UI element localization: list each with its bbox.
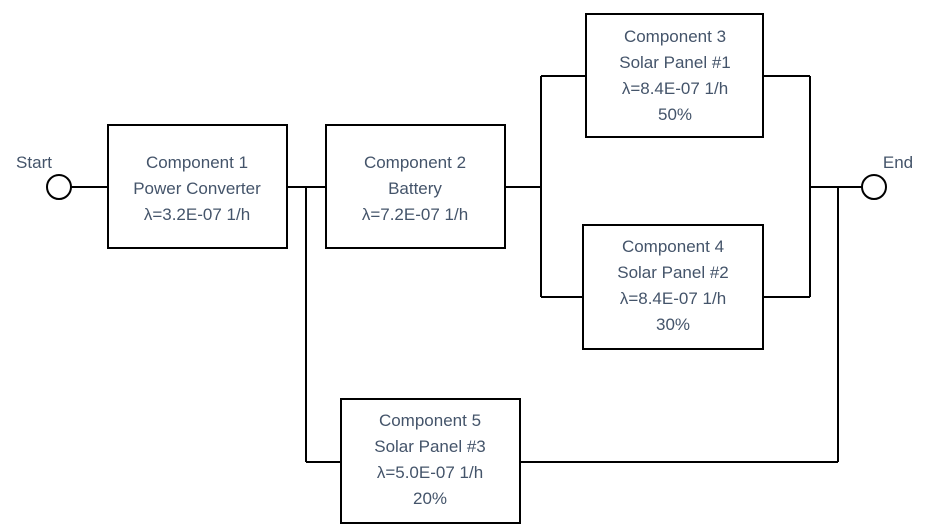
- component-2-name: Battery: [388, 179, 442, 198]
- component-2-rate: λ=7.2E-07 1/h: [362, 205, 468, 224]
- component-2-block: Component 2 Battery λ=7.2E-07 1/h: [325, 124, 506, 249]
- end-label: End: [883, 153, 913, 172]
- component-3-rate: λ=8.4E-07 1/h: [622, 79, 728, 98]
- component-5-block: Component 5 Solar Panel #3 λ=5.0E-07 1/h…: [340, 398, 521, 524]
- component-3-block: Component 3 Solar Panel #1 λ=8.4E-07 1/h…: [585, 13, 764, 138]
- component-5-title: Component 5: [379, 411, 481, 430]
- component-3-box: [585, 13, 764, 138]
- component-1-title: Component 1: [146, 153, 248, 172]
- component-3-share: 50%: [658, 105, 692, 124]
- end-node: [861, 174, 887, 200]
- component-1-block: Component 1 Power Converter λ=3.2E-07 1/…: [107, 124, 288, 249]
- component-3-name: Solar Panel #1: [619, 53, 731, 72]
- component-5-box: [340, 398, 521, 524]
- start-node: [46, 174, 72, 200]
- start-label: Start: [16, 153, 52, 172]
- component-2-title: Component 2: [364, 153, 466, 172]
- component-4-share: 30%: [656, 315, 690, 334]
- component-5-rate: λ=5.0E-07 1/h: [377, 463, 483, 482]
- component-2-box: [325, 124, 506, 249]
- component-4-name: Solar Panel #2: [617, 263, 729, 282]
- component-4-box: [582, 224, 764, 350]
- end-terminal: End: [861, 153, 913, 200]
- component-5-name: Solar Panel #3: [374, 437, 486, 456]
- component-3-title: Component 3: [624, 27, 726, 46]
- component-5-share: 20%: [413, 489, 447, 508]
- component-1-rate: λ=3.2E-07 1/h: [144, 205, 250, 224]
- component-4-rate: λ=8.4E-07 1/h: [620, 289, 726, 308]
- component-4-title: Component 4: [622, 237, 724, 256]
- start-terminal: Start: [16, 153, 72, 200]
- component-4-block: Component 4 Solar Panel #2 λ=8.4E-07 1/h…: [582, 224, 764, 350]
- component-1-name: Power Converter: [133, 179, 261, 198]
- component-1-box: [107, 124, 288, 249]
- connection-wires: [71, 75, 862, 463]
